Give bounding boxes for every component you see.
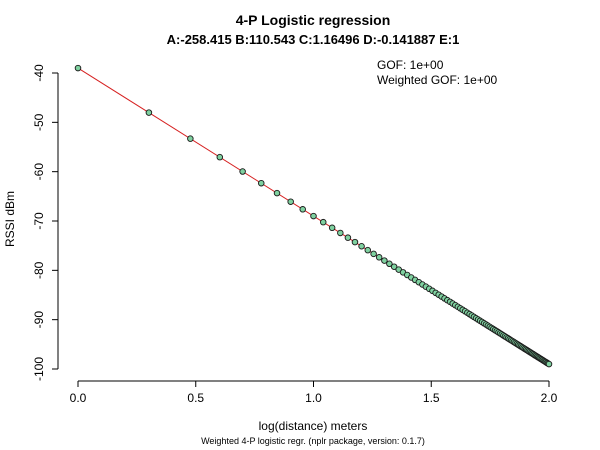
x-tick-label: 0.0	[70, 391, 87, 405]
y-axis-label: RSSI dBm	[3, 191, 17, 247]
y-tick-label: -60	[32, 163, 46, 181]
data-point	[310, 212, 317, 220]
data-point	[216, 153, 224, 161]
y-tick-label: -100	[32, 357, 46, 381]
data-point	[287, 198, 294, 205]
x-tick-label: 1.0	[305, 391, 322, 405]
y-tick-label: -70	[32, 212, 46, 230]
data-point	[299, 206, 306, 213]
x-axis: 0.0 0.5 1.0 1.5 2.0	[70, 380, 558, 405]
data-point	[381, 257, 388, 264]
x-tick-label: 1.5	[423, 391, 440, 405]
data-point	[351, 238, 359, 246]
chart-subtitle: A:-258.415 B:110.543 C:1.16496 D:-0.1418…	[167, 32, 460, 47]
data-point	[390, 263, 398, 270]
chart-title: 4-P Logistic regression	[236, 12, 391, 28]
x-tick-label: 0.5	[187, 391, 204, 405]
y-tick-label: -90	[32, 311, 46, 329]
data-point	[145, 109, 153, 116]
data-point	[239, 168, 246, 175]
data-point	[258, 179, 265, 187]
data-point	[364, 246, 372, 254]
x-axis-label: log(distance) meters	[259, 419, 368, 433]
data-point	[545, 360, 553, 368]
chart-caption: Weighted 4-P logistic regr. (nplr packag…	[201, 436, 425, 446]
data-point	[386, 260, 393, 268]
data-point	[370, 250, 377, 258]
y-axis: -40 -50 -60 -70 -80 -90 -100	[32, 64, 59, 381]
gof-annotation: Weighted GOF: 1e+00	[377, 73, 498, 87]
plot-area	[74, 64, 553, 368]
y-tick-label: -40	[32, 64, 46, 82]
y-tick-label: -50	[32, 113, 46, 131]
data-point	[328, 224, 336, 232]
data-point	[358, 243, 365, 250]
gof-annotation: GOF: 1e+00	[377, 58, 444, 72]
x-tick-label: 2.0	[541, 391, 558, 405]
data-point	[337, 229, 344, 237]
data-point	[273, 189, 281, 197]
data-point	[187, 135, 194, 142]
data-point	[375, 254, 383, 261]
data-point	[74, 64, 82, 72]
data-point	[320, 218, 327, 226]
data-point	[344, 234, 352, 241]
y-tick-label: -80	[32, 261, 46, 279]
